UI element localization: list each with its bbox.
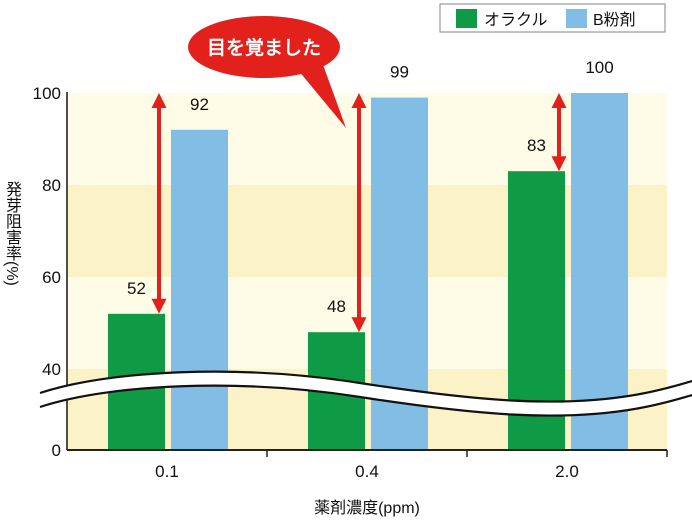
x-tick-label: 2.0 <box>555 462 579 481</box>
data-label: 92 <box>190 95 209 114</box>
plot-background-bands <box>67 93 667 450</box>
bar-b-powder <box>571 93 628 450</box>
bubble-tail <box>298 62 346 128</box>
data-label: 99 <box>390 63 409 82</box>
arrow-head-up <box>551 93 567 108</box>
x-axis-label: 薬剤濃度(ppm) <box>314 499 420 517</box>
difference-arrows <box>151 93 567 333</box>
labels: 52 92 0.1 48 99 0.4 83 100 2.0 0 40 60 80 100 <box>33 58 614 481</box>
bar-b-powder <box>171 129 228 451</box>
y-tick-label: 60 <box>42 268 61 287</box>
arrow-head-down <box>551 156 567 172</box>
annotation-bubble: 目を覚ました <box>188 16 346 128</box>
arrow-head-down <box>351 317 367 333</box>
annotation-text: 目を覚ました <box>207 36 321 59</box>
x-tick-label: 0.1 <box>155 462 179 481</box>
axis-break-fill <box>40 371 692 416</box>
plot-band <box>67 277 667 369</box>
legend-swatch-oracle <box>456 9 477 28</box>
legend-box <box>439 3 666 33</box>
legend-swatch-b-powder <box>566 9 587 28</box>
y-tick-label: 0 <box>52 441 61 460</box>
data-label: 83 <box>527 136 546 155</box>
y-tick-label: 100 <box>33 84 61 103</box>
x-tick-label: 0.4 <box>355 462 379 481</box>
axis-break <box>39 370 692 417</box>
legend-label-b-powder: B粉剤 <box>593 11 636 29</box>
arrow-head-down <box>151 298 167 314</box>
difference-arrow <box>151 93 167 314</box>
y-axis-label: 発芽阻害率(%) <box>3 181 20 286</box>
y-tick-label: 40 <box>42 360 61 379</box>
legend: オラクル B粉剤 <box>439 3 666 33</box>
bubble-body <box>188 16 340 78</box>
y-tick-label: 80 <box>42 176 61 195</box>
arrow-head-up <box>351 93 367 108</box>
plot-band <box>67 185 667 277</box>
arrow-head-up <box>151 93 167 108</box>
difference-arrow <box>351 93 367 333</box>
plot-band <box>67 93 667 185</box>
axis-break-line-bottom <box>39 384 692 417</box>
data-label: 48 <box>327 297 346 316</box>
legend-label-oracle: オラクル <box>484 11 548 29</box>
data-label: 52 <box>127 279 146 298</box>
data-label: 100 <box>585 58 613 77</box>
axis-break-line-top <box>39 370 692 403</box>
difference-arrow <box>551 93 567 172</box>
